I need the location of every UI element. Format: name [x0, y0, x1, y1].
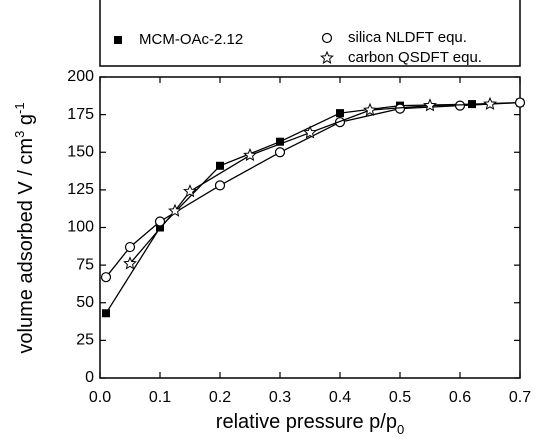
- marker: [183, 184, 197, 198]
- legend-label: silica NLDFT equ.: [348, 29, 467, 46]
- x-tick-label: 0.2: [209, 389, 231, 406]
- series-line: [105, 101, 521, 278]
- marker: [154, 216, 166, 227]
- y-tick-label: 175: [67, 106, 94, 123]
- y-label-sup: -1: [12, 102, 27, 114]
- x-tick-label: 0.5: [389, 389, 411, 406]
- marker: [100, 272, 112, 283]
- marker: [336, 109, 344, 118]
- x-tick-label: 0.6: [449, 389, 471, 406]
- marker: [276, 137, 284, 146]
- x-tick-label: 0.0: [89, 389, 111, 406]
- x-label-sub: 0: [397, 422, 404, 437]
- marker: [514, 97, 526, 108]
- x-tick-label: 0.7: [509, 389, 531, 406]
- y-tick-label: 200: [67, 68, 94, 85]
- x-tick-label: 0.1: [149, 389, 171, 406]
- marker: [124, 241, 136, 253]
- x-tick-label: 0.4: [329, 389, 351, 406]
- y-tick-label: 100: [67, 219, 94, 236]
- marker: [216, 161, 224, 170]
- legend-label: MCM-OAc-2.12: [139, 31, 243, 48]
- y-axis-label: volume adsorbed V / cm3 g-1: [12, 102, 37, 353]
- marker: [454, 100, 466, 111]
- marker: [423, 98, 437, 112]
- legend-marker: [321, 32, 333, 44]
- x-tick-label: 0.3: [269, 389, 291, 406]
- y-tick-label: 125: [67, 181, 94, 198]
- series-line: [129, 103, 491, 265]
- legend-marker: [114, 36, 122, 44]
- marker: [483, 96, 497, 110]
- marker: [123, 256, 137, 270]
- legend-label: carbon QSDFT equ.: [348, 49, 482, 66]
- marker: [363, 102, 377, 117]
- x-axis-label: relative pressure p/p0: [216, 411, 404, 437]
- marker: [214, 180, 226, 191]
- y-tick-label: 150: [67, 143, 94, 160]
- y-tick-label: 0: [85, 369, 94, 386]
- y-label-text: volume adsorbed V / cm: [15, 138, 37, 354]
- y-label-sup: 3: [12, 131, 27, 138]
- y-tick-label: 50: [76, 294, 94, 311]
- marker: [168, 203, 182, 217]
- y-tick-label: 75: [76, 256, 94, 273]
- x-label-text: relative pressure p/p: [216, 411, 397, 433]
- marker: [102, 309, 110, 318]
- y-tick-label: 25: [76, 332, 94, 349]
- legend-box: [99, 0, 521, 67]
- marker: [243, 148, 257, 162]
- legend-marker: [320, 50, 334, 64]
- marker: [274, 147, 286, 158]
- marker: [303, 125, 317, 139]
- y-label-text: g: [15, 114, 37, 131]
